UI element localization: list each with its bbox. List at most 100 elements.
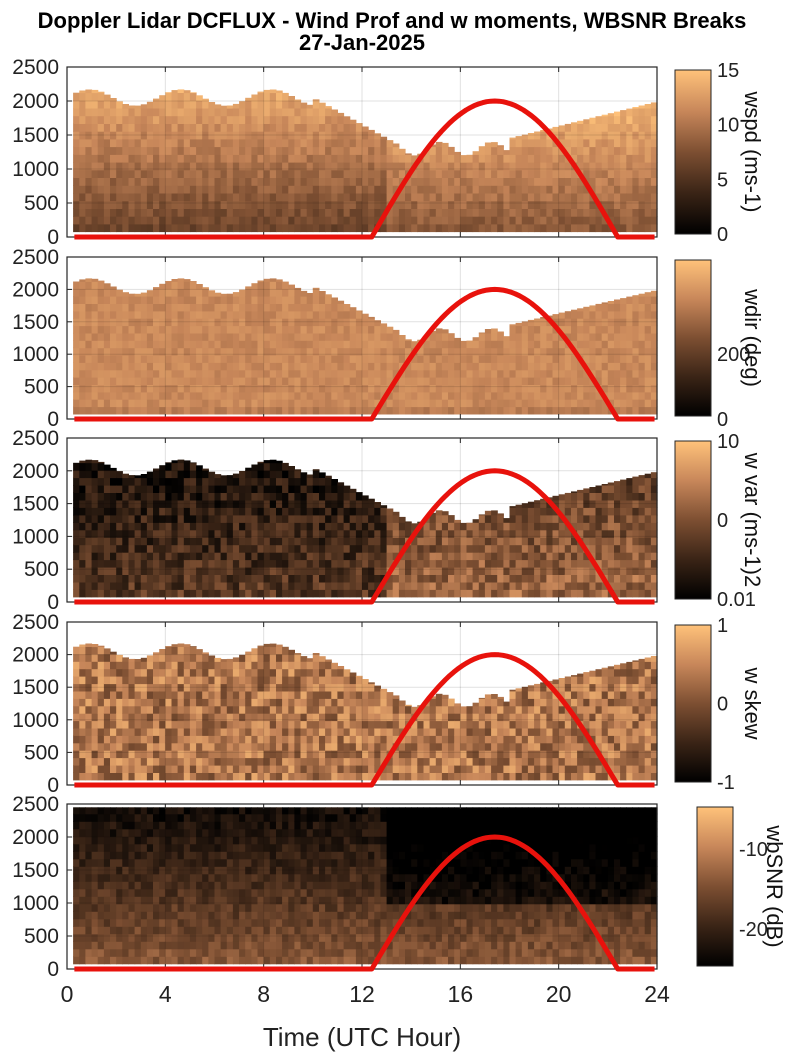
heatmap-cell — [614, 138, 621, 148]
heatmap-cell — [319, 131, 326, 140]
heatmap-cell — [165, 661, 172, 670]
heatmap-cell — [232, 354, 240, 363]
heatmap-cell — [214, 698, 222, 707]
heatmap-cell — [626, 123, 633, 132]
heatmap-cell — [589, 131, 597, 140]
heatmap-cell — [245, 216, 252, 225]
heatmap-cell — [122, 384, 129, 393]
heatmap-cell — [214, 529, 222, 538]
heatmap-cell — [491, 510, 498, 516]
heatmap-cell — [202, 406, 209, 415]
heatmap-cell — [159, 162, 166, 171]
heatmap-cell — [503, 391, 511, 400]
heatmap-cell — [79, 690, 86, 699]
heatmap-cell — [226, 765, 234, 773]
heatmap-cell — [91, 566, 99, 575]
heatmap-cell — [484, 544, 492, 553]
heatmap-cell — [386, 559, 394, 568]
heatmap-cell — [116, 727, 123, 736]
heatmap-cell — [183, 169, 191, 178]
heatmap-cell — [620, 377, 627, 385]
heatmap-cell — [183, 138, 191, 148]
heatmap-cell — [466, 522, 474, 531]
heatmap-cell — [245, 107, 252, 117]
y-tick-label: 1000 — [12, 525, 59, 548]
heatmap-cell — [91, 772, 99, 781]
heatmap-cell — [620, 479, 627, 486]
heatmap-cell — [116, 705, 123, 714]
heatmap-cell — [497, 331, 504, 334]
heatmap-cell — [110, 668, 117, 677]
heatmap-cell — [91, 574, 99, 583]
heatmap-cell — [607, 177, 615, 186]
heatmap-cell — [220, 544, 228, 553]
heatmap-cell — [497, 537, 504, 546]
heatmap-cell — [294, 537, 302, 546]
heatmap-cell — [614, 303, 621, 312]
heatmap-cell — [103, 559, 111, 568]
heatmap-cell — [484, 208, 492, 217]
heatmap-cell — [564, 544, 572, 553]
heatmap-cell — [269, 115, 277, 124]
heatmap-cell — [349, 406, 357, 415]
heatmap-cell — [491, 223, 498, 233]
heatmap-cell — [577, 131, 584, 140]
heatmap-cell — [583, 507, 590, 516]
heatmap-cell — [282, 507, 289, 516]
heatmap-cell — [650, 318, 658, 327]
heatmap-cell — [626, 108, 633, 117]
heatmap-cell — [454, 589, 461, 598]
heatmap-cell — [73, 552, 80, 561]
heatmap-cell — [638, 325, 646, 334]
heatmap-cell — [392, 340, 400, 349]
heatmap-cell — [349, 377, 357, 385]
heatmap-cell — [134, 522, 142, 531]
heatmap-cell — [146, 537, 154, 546]
heatmap-cell — [331, 574, 338, 583]
y-tick-label: 1500 — [12, 311, 59, 334]
heatmap-cell — [521, 537, 529, 546]
heatmap-cell — [589, 544, 597, 553]
heatmap-cell — [189, 391, 197, 400]
heatmap-cell — [189, 216, 197, 225]
heatmap-cell — [208, 208, 216, 217]
heatmap-cell — [454, 574, 461, 583]
heatmap-cell — [503, 552, 511, 561]
heatmap-cell — [269, 499, 277, 508]
heatmap-cell — [460, 162, 467, 171]
heatmap-cell — [460, 200, 467, 209]
heatmap-cell — [85, 765, 93, 773]
heatmap-cell — [97, 325, 105, 334]
heatmap-cell — [620, 325, 627, 334]
heatmap-cell — [601, 192, 609, 202]
heatmap-cell — [380, 146, 388, 155]
heatmap-cell — [386, 362, 394, 371]
heatmap-cell — [85, 138, 93, 148]
heatmap-cell — [571, 589, 578, 598]
heatmap-cell — [282, 574, 289, 583]
heatmap-cell — [196, 115, 203, 124]
y-tick-label: 0 — [47, 591, 59, 614]
heatmap-cell — [650, 102, 658, 109]
heatmap-cell — [460, 581, 467, 590]
heatmap-cell — [189, 303, 197, 312]
heatmap-cell — [122, 705, 129, 714]
heatmap-cell — [128, 177, 136, 186]
heatmap-cell — [337, 482, 345, 486]
heatmap-cell — [595, 116, 603, 124]
heatmap-cell — [300, 177, 308, 186]
heatmap-cell — [251, 492, 259, 501]
heatmap-cell — [79, 162, 86, 171]
heatmap-cell — [466, 362, 474, 371]
heatmap-cell — [534, 377, 541, 385]
heatmap-cell — [97, 461, 105, 464]
y-tick-label: 500 — [24, 192, 59, 215]
heatmap-cell — [319, 559, 326, 568]
heatmap-cell — [171, 653, 179, 662]
heatmap-cell — [564, 216, 572, 225]
heatmap-cell — [362, 391, 369, 400]
heatmap-cell — [368, 544, 375, 553]
heatmap-cell — [386, 216, 394, 225]
heatmap-cell — [398, 223, 406, 233]
heatmap-cell — [97, 713, 105, 722]
